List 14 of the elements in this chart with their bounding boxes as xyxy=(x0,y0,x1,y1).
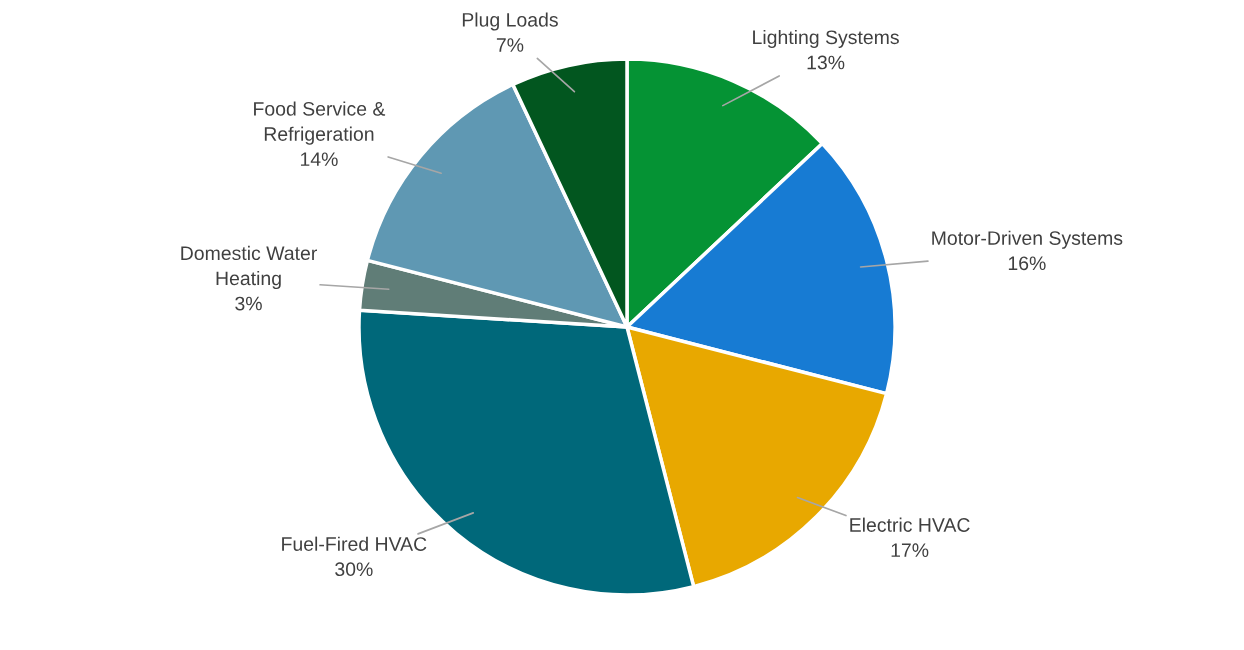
slice-label: Motor-Driven Systems xyxy=(932,230,1123,249)
data-label: 30% xyxy=(335,562,373,577)
slice-label: Fuel-Fired HVAC xyxy=(282,536,427,551)
slice-label: Domestic Water Heating xyxy=(181,245,317,290)
data-label: 16% xyxy=(1008,256,1046,271)
data-label: 3% xyxy=(235,296,262,311)
slice-label: Plug Loads xyxy=(462,12,558,31)
data-label: 13% xyxy=(807,55,845,70)
data-label: 14% xyxy=(300,152,338,166)
slice-label: Lighting Systems xyxy=(753,29,899,48)
data-label: 17% xyxy=(891,543,929,557)
slice-label: Food Service & Refrigeration xyxy=(254,101,386,145)
data-label: 7% xyxy=(496,38,524,52)
slice-label: Electric HVAC xyxy=(850,517,970,532)
